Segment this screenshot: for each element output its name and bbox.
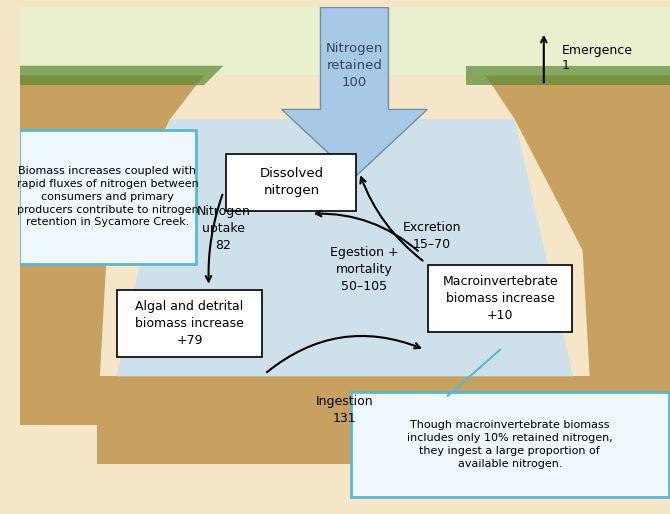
FancyBboxPatch shape: [117, 289, 262, 357]
Text: Biomass increases coupled with
rapid fluxes of nitrogen between
consumers and pr: Biomass increases coupled with rapid flu…: [17, 166, 198, 227]
Text: Algal and detrital
biomass increase
+79: Algal and detrital biomass increase +79: [135, 300, 244, 346]
Text: Though macroinvertebrate biomass
includes only 10% retained nitrogen,
they inges: Though macroinvertebrate biomass include…: [407, 420, 612, 469]
Polygon shape: [466, 66, 670, 85]
Text: Dissolved
nitrogen: Dissolved nitrogen: [259, 167, 324, 197]
Polygon shape: [281, 8, 427, 177]
Polygon shape: [97, 376, 592, 464]
Text: Excretion
15–70: Excretion 15–70: [403, 221, 462, 251]
Text: Egestion +
mortality
50–105: Egestion + mortality 50–105: [330, 246, 399, 293]
FancyBboxPatch shape: [19, 130, 196, 264]
Polygon shape: [486, 76, 670, 425]
Text: Nitrogen
retained
100: Nitrogen retained 100: [326, 42, 383, 89]
Text: Ingestion
131: Ingestion 131: [316, 395, 374, 426]
Polygon shape: [19, 8, 670, 76]
FancyBboxPatch shape: [350, 392, 669, 497]
FancyBboxPatch shape: [427, 265, 572, 332]
FancyBboxPatch shape: [226, 154, 356, 211]
Polygon shape: [19, 66, 223, 85]
Text: Macroinvertebrate
biomass increase
+10: Macroinvertebrate biomass increase +10: [442, 276, 558, 322]
Text: Emergence
1: Emergence 1: [561, 44, 632, 72]
Text: Nitrogen
uptake
82: Nitrogen uptake 82: [196, 206, 251, 252]
Polygon shape: [117, 119, 573, 376]
Polygon shape: [19, 76, 204, 425]
